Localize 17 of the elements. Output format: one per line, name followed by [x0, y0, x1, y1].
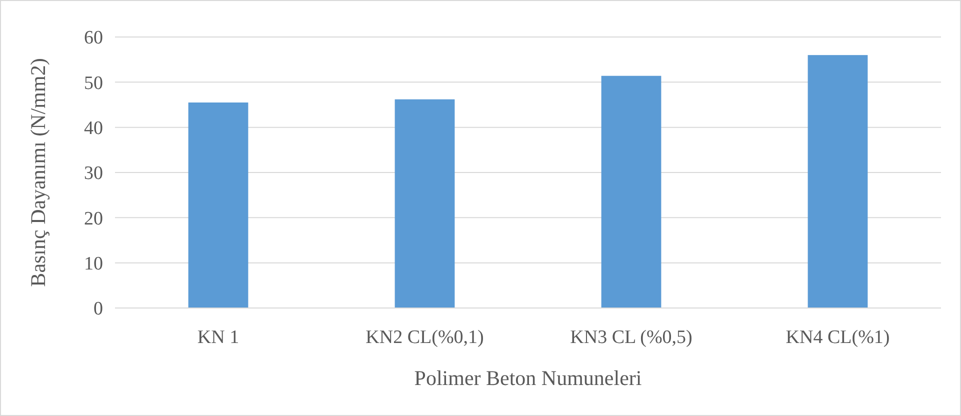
y-tick-label: 10	[84, 253, 103, 274]
x-tick-label: KN3 CL (%0,5)	[570, 327, 692, 348]
x-tick-label: KN4 CL(%1)	[786, 327, 890, 348]
y-tick-label: 40	[84, 118, 103, 139]
bar	[601, 76, 662, 308]
y-tick-label: 0	[94, 298, 103, 320]
y-tick-label: 50	[84, 72, 103, 94]
bar	[808, 55, 868, 308]
x-tick-label: KN 1	[197, 327, 240, 348]
bar	[188, 102, 248, 308]
x-tick-label: KN2 CL(%0,1)	[366, 327, 484, 348]
y-tick-label: 20	[84, 208, 103, 230]
x-axis-title: Polimer Beton Numuneleri	[414, 366, 642, 390]
y-tick-label: 60	[84, 28, 103, 49]
y-axis-title: Basınç Dayanımı (N/mm2)	[26, 58, 50, 287]
bar	[394, 99, 455, 308]
y-tick-label: 30	[84, 163, 103, 184]
